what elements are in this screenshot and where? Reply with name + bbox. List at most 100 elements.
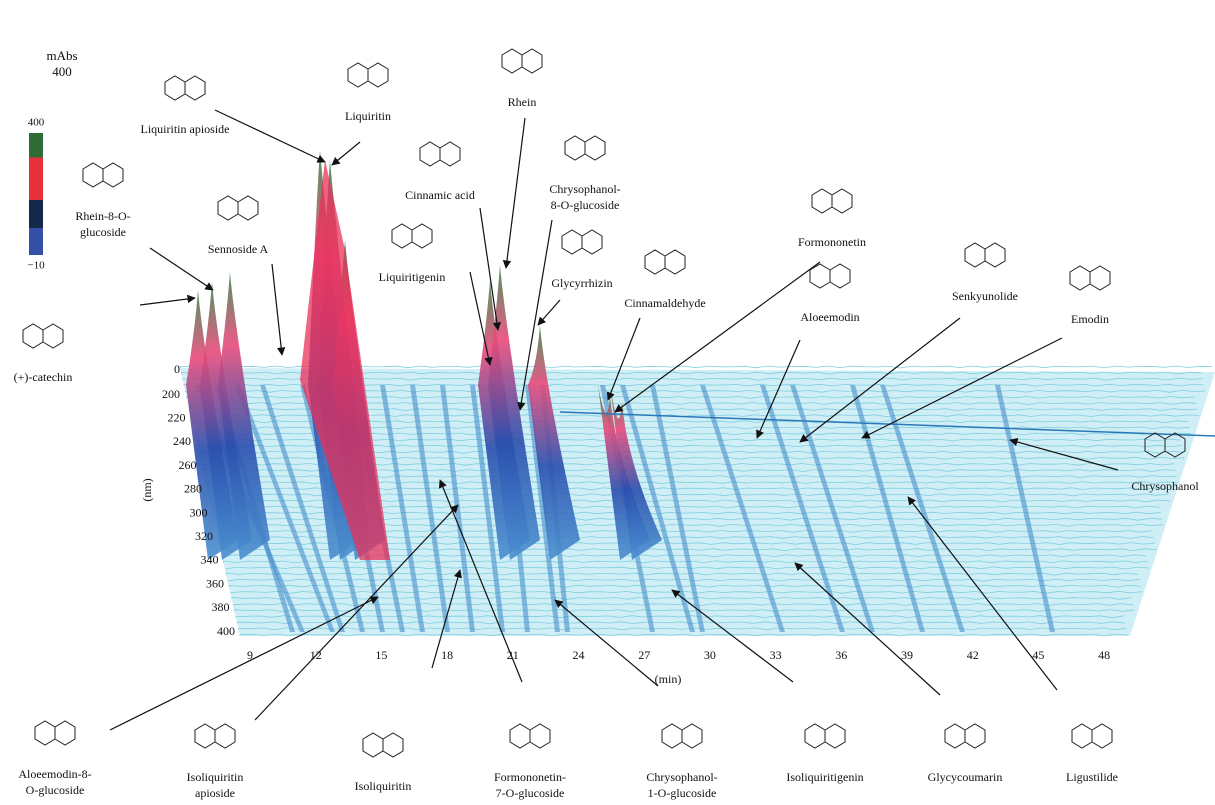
arrow [431, 569, 462, 669]
band [880, 385, 965, 632]
band [235, 385, 335, 632]
arrow [271, 263, 286, 356]
scale-unit: mAbs [46, 48, 77, 63]
arrow [331, 141, 361, 166]
arrow [861, 337, 1063, 439]
compound-name: Chrysophanol- [646, 770, 717, 784]
compound-name: Formononetin- [494, 770, 566, 784]
arrow [1009, 437, 1119, 471]
peak [610, 385, 662, 560]
x-tick: 36 [835, 648, 847, 662]
arrow [794, 562, 941, 696]
x-tick: 48 [1098, 648, 1110, 662]
compound-name: Glycycoumarin [928, 770, 1003, 784]
compound-name: glucoside [80, 225, 126, 239]
band [650, 385, 705, 632]
band [380, 385, 425, 632]
y-tick: 260 [179, 458, 197, 472]
peak [218, 272, 270, 560]
x-tick: 12 [310, 648, 322, 662]
structure [811, 188, 853, 214]
arrow [254, 504, 459, 721]
compound-name: Sennoside A [208, 242, 269, 256]
y-tick: 360 [206, 576, 224, 590]
x-tick: 15 [375, 648, 387, 662]
y-axis-label: (nm) [140, 478, 154, 501]
arrow [479, 207, 502, 331]
structure [362, 732, 404, 758]
structure [501, 48, 543, 74]
y-tick: 400 [217, 624, 235, 638]
compound-name: (+)-catechin [14, 370, 73, 384]
structure [944, 723, 986, 749]
arrow [149, 247, 214, 291]
compound-name: Liquiritigenin [379, 270, 446, 284]
x-tick: 42 [967, 648, 979, 662]
x-tick: 21 [507, 648, 519, 662]
compound-name: Aloeemodin-8- [18, 767, 91, 781]
arrow [517, 219, 553, 411]
arrow [109, 596, 379, 731]
structure [194, 723, 236, 749]
peak [488, 265, 540, 560]
y-tick: 300 [190, 505, 208, 519]
y-tick: 320 [195, 529, 213, 543]
color-bar [29, 133, 43, 255]
arrow [756, 339, 801, 439]
structure [217, 195, 259, 221]
compound-name: O-glucoside [26, 783, 85, 797]
compound-name: 7-O-glucoside [496, 786, 565, 800]
compound-name: apioside [195, 786, 235, 800]
structure [1069, 265, 1111, 291]
compound-name: Isoliquiritin [187, 770, 244, 784]
arrow [606, 317, 641, 401]
compound-name: Rhein-8-O- [75, 209, 130, 223]
trace [232, 603, 1134, 606]
sennoside-ridge [300, 160, 390, 560]
structure [561, 229, 603, 255]
compound-name: Aloeemodin [800, 310, 859, 324]
band [410, 385, 450, 632]
structure [1071, 723, 1113, 749]
arrow [139, 294, 196, 306]
compound-name: Cinnamic acid [405, 188, 475, 202]
y-tick: 220 [168, 410, 186, 424]
band [995, 385, 1055, 632]
compound-name: Emodin [1071, 312, 1109, 326]
bar-top: 400 [28, 117, 45, 129]
compound-name: Rhein [508, 95, 537, 109]
structure [809, 263, 851, 289]
structure [347, 62, 389, 88]
structure [661, 723, 703, 749]
y-tick: 340 [201, 553, 219, 567]
trace [234, 609, 1135, 613]
structure [82, 162, 124, 188]
structure [644, 249, 686, 275]
bar-bottom: −10 [27, 260, 45, 272]
y-tick: 380 [212, 600, 230, 614]
compound-name: Chrysophanol [1131, 479, 1199, 493]
arrow [502, 117, 526, 269]
x-tick: 9 [247, 648, 253, 662]
structure [22, 323, 64, 349]
structure [964, 242, 1006, 268]
arrow [554, 599, 659, 687]
structure [419, 141, 461, 167]
x-axis-label: (min) [655, 672, 682, 686]
band [470, 385, 505, 632]
structure [509, 723, 551, 749]
compound-name: Glycyrrhizin [551, 276, 612, 290]
x-tick: 27 [638, 648, 650, 662]
trace [238, 627, 1127, 631]
scale-max: 400 [52, 64, 72, 79]
x-tick: 18 [441, 648, 453, 662]
chromatogram [179, 150, 1215, 637]
compound-name: Ligustilide [1066, 770, 1118, 784]
arrow [907, 496, 1058, 691]
structure [34, 720, 76, 746]
compound-name: Formononetin [798, 235, 866, 249]
trace [224, 566, 1150, 570]
band [790, 385, 875, 632]
arrow [671, 589, 794, 683]
compound-name: Liquiritin [345, 109, 391, 123]
